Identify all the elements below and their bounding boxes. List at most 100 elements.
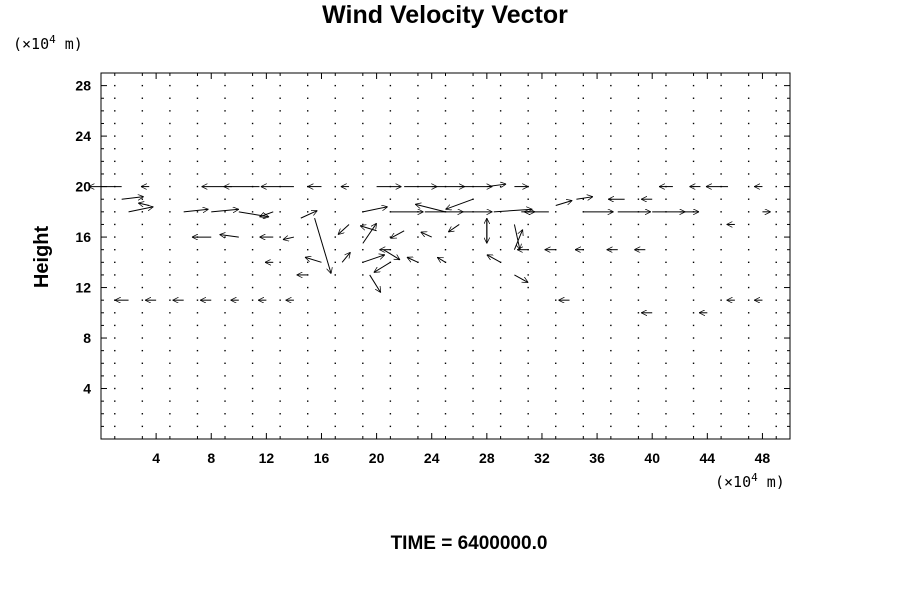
grid-dot	[196, 223, 199, 226]
x-unit-label: (×104 m)	[715, 471, 785, 491]
grid-dot	[196, 425, 199, 428]
grid-dot	[665, 248, 667, 251]
grid-dot	[665, 312, 667, 314]
grid-dot	[362, 160, 364, 163]
grid-dot	[582, 173, 584, 175]
grid-dot	[747, 400, 750, 402]
grid-dot	[582, 84, 584, 87]
grid-dot	[637, 324, 640, 327]
grid-dot	[692, 223, 695, 226]
grid-dot	[692, 198, 695, 200]
grid-dot	[775, 337, 777, 339]
grid-dot	[747, 349, 750, 352]
grid-dot	[472, 148, 474, 150]
grid-dot	[527, 97, 529, 99]
grid-dot	[747, 223, 750, 226]
grid-dot	[527, 362, 529, 364]
grid-dot	[141, 223, 144, 226]
grid-dot	[362, 223, 364, 226]
grid-dot	[196, 324, 199, 327]
grid-dot	[747, 185, 750, 188]
grid-dot	[610, 425, 612, 428]
grid-dot	[334, 387, 336, 390]
grid-dot	[582, 274, 584, 276]
grid-dot	[472, 312, 474, 314]
grid-dot	[610, 286, 612, 289]
grid-dot	[334, 148, 336, 150]
grid-dot	[141, 349, 144, 352]
grid-dot	[555, 173, 557, 175]
grid-dot	[665, 425, 667, 428]
grid-dot	[665, 110, 667, 112]
grid-dot	[279, 110, 281, 112]
grid-dot	[582, 261, 584, 264]
grid-dot	[169, 324, 171, 327]
wind-vector	[448, 224, 460, 232]
grid-dot	[499, 135, 502, 137]
grid-dot	[582, 110, 584, 112]
grid-dot	[527, 173, 529, 175]
grid-dot	[610, 223, 612, 226]
grid-dot	[196, 413, 199, 415]
grid-dot	[692, 84, 695, 87]
grid-dot	[362, 97, 364, 99]
grid-dot	[555, 337, 557, 339]
grid-dot	[114, 362, 116, 364]
grid-dot	[362, 261, 364, 264]
grid-dot	[389, 413, 392, 415]
grid-dot	[141, 148, 144, 150]
grid-dot	[775, 286, 777, 289]
grid-dot	[747, 274, 750, 276]
grid-dot	[444, 324, 447, 327]
grid-dot	[665, 261, 667, 264]
grid-dot	[251, 349, 254, 352]
grid-dot	[141, 198, 144, 200]
grid-dot	[499, 349, 502, 352]
grid-dot	[251, 223, 254, 226]
grid-dot	[362, 387, 364, 390]
grid-dot	[141, 337, 144, 339]
grid-dot	[444, 425, 447, 428]
grid-dot	[196, 148, 199, 150]
grid-dot	[169, 223, 171, 226]
grid-dot	[251, 375, 254, 377]
grid-dot	[747, 110, 750, 112]
grid-dot	[720, 223, 722, 226]
grid-dot	[251, 97, 254, 99]
grid-dot	[307, 211, 309, 213]
grid-dot	[224, 413, 226, 415]
grid-dot	[665, 160, 667, 163]
grid-dot	[417, 413, 419, 415]
grid-dot	[637, 135, 640, 137]
grid-dot	[141, 97, 144, 99]
grid-dot	[637, 198, 640, 200]
grid-dot	[444, 236, 447, 238]
grid-dot	[747, 84, 750, 87]
grid-dot	[472, 375, 474, 377]
grid-dot	[472, 324, 474, 327]
grid-dot	[775, 198, 777, 200]
grid-dot	[720, 110, 722, 112]
grid-dot	[279, 248, 281, 251]
grid-dot	[637, 97, 640, 99]
grid-dot	[141, 160, 144, 163]
grid-dot	[582, 349, 584, 352]
grid-dot	[362, 198, 364, 200]
grid-dot	[527, 223, 529, 226]
grid-dot	[692, 425, 695, 428]
grid-dot	[747, 375, 750, 377]
grid-dot	[610, 400, 612, 402]
plot-frame	[100, 72, 791, 440]
grid-dot	[472, 286, 474, 289]
grid-dot	[114, 198, 116, 200]
grid-dot	[499, 160, 502, 163]
grid-dot	[610, 97, 612, 99]
grid-dot	[582, 362, 584, 364]
grid-dot	[224, 337, 226, 339]
grid-dot	[224, 261, 226, 264]
grid-dot	[637, 362, 640, 364]
grid-dot	[114, 84, 116, 87]
grid-dot	[196, 173, 199, 175]
grid-dot	[307, 400, 309, 402]
grid-dot	[610, 185, 612, 188]
